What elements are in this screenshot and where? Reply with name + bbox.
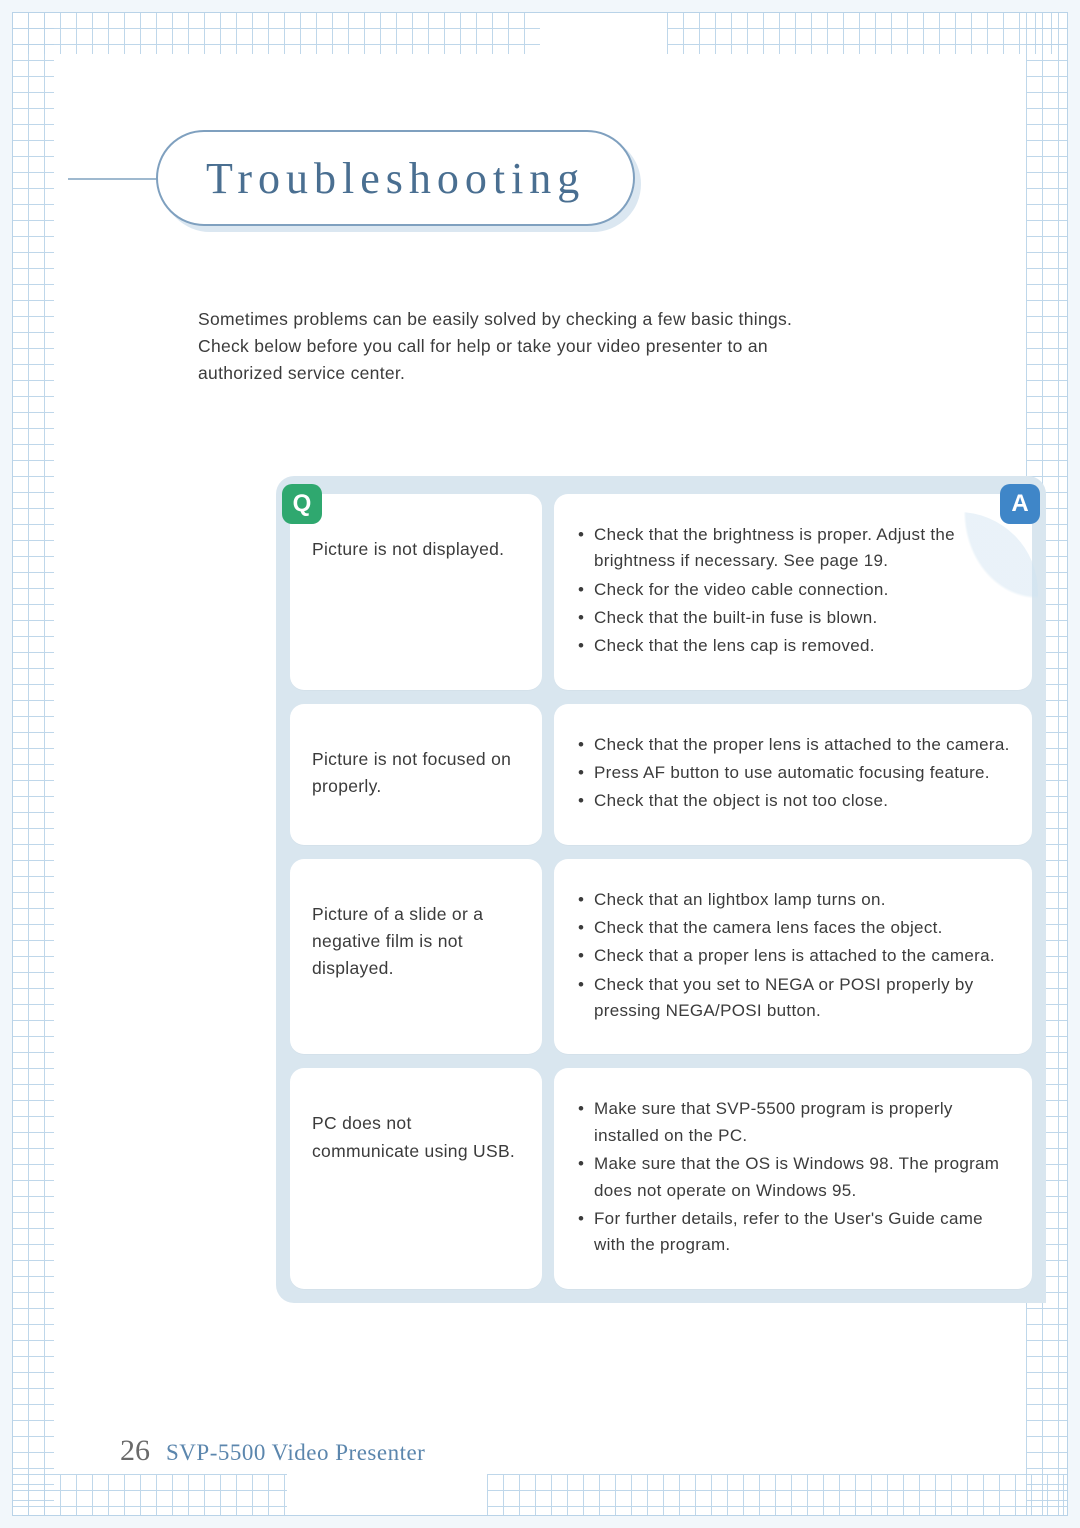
qa-row: PC does not communicate using USB. Make s… (290, 1068, 1032, 1288)
answer-item: Check that the proper lens is attached t… (576, 732, 1010, 758)
answer-list: Check that an lightbox lamp turns on.Che… (576, 887, 1010, 1025)
answer-item: Check that an lightbox lamp turns on. (576, 887, 1010, 913)
q-badge-icon: Q (282, 484, 322, 524)
answer-card: Check that the brightness is proper. Adj… (554, 494, 1032, 690)
answer-card: Check that an lightbox lamp turns on.Che… (554, 859, 1032, 1055)
title-pill: Troubleshooting (156, 130, 635, 226)
answer-item: Check that a proper lens is attached to … (576, 943, 1010, 969)
question-text: PC does not communicate using USB. (312, 1110, 520, 1164)
answer-card: Check that the proper lens is attached t… (554, 704, 1032, 845)
page-footer: 26 SVP-5500 Video Presenter (120, 1434, 425, 1468)
a-badge-icon: A (1000, 484, 1040, 524)
answer-item: Check for the video cable connection. (576, 577, 1010, 603)
answer-item: For further details, refer to the User's… (576, 1206, 1010, 1259)
question-card: Picture is not displayed.Q (290, 494, 542, 690)
product-name: SVP-5500 Video Presenter (166, 1440, 425, 1466)
answer-item: Check that the brightness is proper. Adj… (576, 522, 1010, 575)
answer-list: Check that the proper lens is attached t… (576, 732, 1010, 815)
answer-item: Check that the lens cap is removed. (576, 633, 1010, 659)
question-text: Picture of a slide or a negative film is… (312, 901, 520, 982)
answer-list: Check that the brightness is proper. Adj… (576, 522, 1010, 660)
answer-item: Press AF button to use automatic focusin… (576, 760, 1010, 786)
answer-item: Check that the camera lens faces the obj… (576, 915, 1010, 941)
page-number: 26 (120, 1434, 150, 1468)
answer-item: Make sure that the OS is Windows 98. The… (576, 1151, 1010, 1204)
page-body: Troubleshooting Sometimes problems can b… (56, 56, 1024, 1472)
answer-item: Check that the object is not too close. (576, 788, 1010, 814)
intro-text: Sometimes problems can be easily solved … (198, 306, 818, 387)
answer-list: Make sure that SVP-5500 program is prope… (576, 1096, 1010, 1258)
question-text: Picture is not focused on properly. (312, 746, 520, 800)
title-area: Troubleshooting (56, 130, 1024, 226)
question-card: Picture of a slide or a negative film is… (290, 859, 542, 1055)
answer-item: Check that you set to NEGA or POSI prope… (576, 972, 1010, 1025)
question-card: PC does not communicate using USB. (290, 1068, 542, 1288)
page-title: Troubleshooting (206, 153, 585, 204)
qa-panel: Picture is not displayed.QCheck that the… (276, 476, 1046, 1303)
answer-item: Make sure that SVP-5500 program is prope… (576, 1096, 1010, 1149)
question-card: Picture is not focused on properly. (290, 704, 542, 845)
qa-row: Picture of a slide or a negative film is… (290, 859, 1032, 1055)
answer-item: Check that the built-in fuse is blown. (576, 605, 1010, 631)
qa-row: Picture is not displayed.Q Check that the… (290, 494, 1032, 690)
qa-row: Picture is not focused on properly. Check… (290, 704, 1032, 845)
answer-card: Make sure that SVP-5500 program is prope… (554, 1068, 1032, 1288)
question-text: Picture is not displayed. (312, 536, 504, 563)
